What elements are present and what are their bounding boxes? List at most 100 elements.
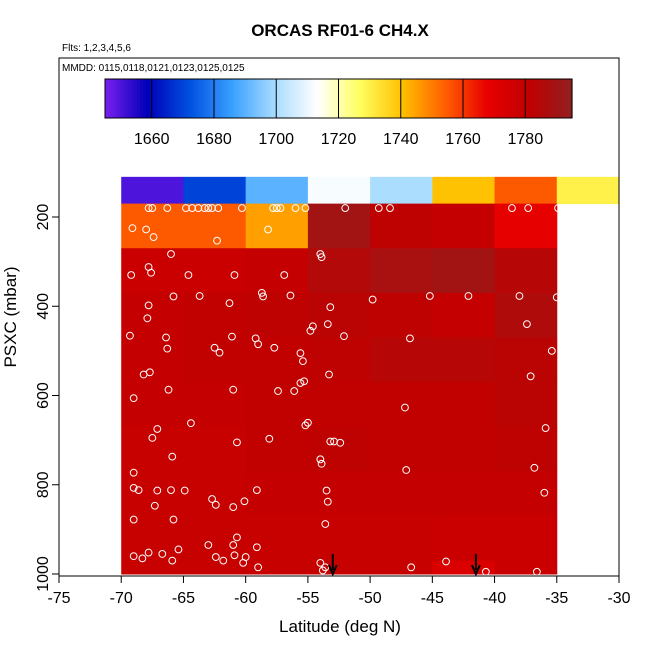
colorbar-segment bbox=[175, 79, 179, 118]
heatmap-cell bbox=[494, 426, 558, 472]
sample-point bbox=[323, 497, 332, 506]
heatmap-cell bbox=[307, 382, 371, 428]
sample-point bbox=[286, 291, 295, 300]
sample-point bbox=[341, 204, 350, 212]
sample-point bbox=[300, 377, 309, 386]
heatmap-cell bbox=[183, 292, 247, 338]
sample-point bbox=[523, 320, 531, 329]
heatmap-cell bbox=[494, 471, 558, 517]
colorbar-segment bbox=[545, 79, 550, 118]
heatmap-cell bbox=[307, 292, 371, 338]
sample-point bbox=[532, 567, 541, 576]
surface-arrows bbox=[327, 553, 481, 577]
heatmap-cell bbox=[183, 471, 247, 517]
colorbar-tick-label: 1760 bbox=[445, 131, 481, 148]
colorbar-segment bbox=[294, 79, 299, 118]
sample-point bbox=[301, 204, 310, 212]
x-tick-label: -50 bbox=[359, 590, 382, 607]
sample-point bbox=[129, 394, 138, 403]
heatmap-cell bbox=[121, 382, 184, 428]
colorbar-segment bbox=[119, 79, 124, 118]
heatmap-cells bbox=[121, 176, 620, 575]
sample-point bbox=[200, 204, 209, 212]
sample-point bbox=[229, 503, 238, 511]
heatmap-cell bbox=[556, 176, 620, 205]
sample-point bbox=[270, 343, 279, 352]
heatmap-cell bbox=[245, 382, 309, 428]
y-tick-label: 1000 bbox=[35, 556, 52, 592]
sample-point bbox=[129, 468, 138, 477]
colorbar-segment bbox=[554, 79, 559, 118]
sample-point bbox=[233, 438, 241, 447]
colorbar-segment bbox=[402, 79, 407, 118]
heatmap-cell bbox=[245, 176, 309, 205]
colorbar-segment bbox=[145, 79, 150, 118]
colorbar-segment bbox=[411, 79, 415, 118]
sample-point bbox=[386, 204, 394, 212]
colorbar-segment bbox=[507, 79, 512, 118]
sample-point bbox=[402, 466, 411, 474]
sample-point bbox=[148, 433, 157, 442]
y-tick-label: 400 bbox=[35, 293, 52, 320]
colorbar-segment bbox=[542, 79, 547, 118]
heatmap-cell bbox=[370, 248, 433, 294]
sample-point bbox=[291, 204, 300, 212]
colorbar-segment bbox=[233, 79, 237, 118]
colorbar-segment bbox=[148, 79, 153, 118]
colorbar-segment bbox=[504, 79, 509, 118]
colorbar-segment bbox=[183, 79, 188, 118]
heatmap-cell bbox=[121, 471, 184, 517]
colorbar-segment bbox=[370, 79, 375, 118]
sample-point bbox=[530, 463, 539, 472]
colorbar-segment bbox=[469, 79, 474, 118]
sample-point bbox=[308, 322, 317, 331]
sample-point bbox=[163, 204, 172, 212]
heatmap-cell bbox=[245, 426, 309, 472]
colorbar-segment bbox=[338, 79, 343, 118]
heatmap-cell bbox=[432, 176, 496, 205]
colorbar-segment bbox=[177, 79, 182, 118]
colorbar-segment bbox=[151, 79, 156, 118]
sample-point bbox=[306, 326, 315, 335]
colorbar-segment bbox=[528, 79, 532, 118]
x-tick-label: -70 bbox=[110, 590, 133, 607]
sample-point bbox=[238, 204, 246, 212]
sample-point bbox=[211, 500, 220, 509]
sample-point bbox=[406, 334, 414, 343]
colorbar-segment bbox=[163, 79, 167, 118]
sample-point bbox=[208, 495, 216, 503]
sample-point bbox=[169, 515, 178, 524]
colorbar-segment bbox=[499, 79, 503, 118]
x-tick-label: -35 bbox=[545, 590, 568, 607]
colorbar-segment bbox=[288, 79, 293, 118]
heatmap-cell bbox=[370, 471, 433, 517]
sample-point bbox=[547, 346, 556, 355]
sample-point bbox=[326, 437, 335, 446]
heatmap-cell bbox=[183, 248, 247, 294]
colorbar-segment bbox=[522, 79, 526, 118]
sample-point bbox=[254, 563, 263, 572]
colorbar-segment bbox=[569, 79, 573, 118]
sample-point bbox=[169, 292, 178, 301]
colorbar-segment bbox=[280, 79, 284, 118]
sample-point bbox=[174, 545, 183, 554]
colorbar-segment bbox=[326, 79, 331, 118]
heatmap-cell bbox=[183, 560, 247, 575]
sample-point bbox=[153, 486, 162, 495]
colorbar-tick-label: 1740 bbox=[383, 131, 419, 148]
sample-point bbox=[153, 425, 162, 433]
colorbar-segment bbox=[315, 79, 319, 118]
colorbar-segment bbox=[353, 79, 357, 118]
heatmap-cell bbox=[432, 337, 496, 383]
sample-point bbox=[321, 520, 330, 528]
heatmap-cell bbox=[494, 382, 558, 428]
sample-point bbox=[180, 486, 189, 495]
colorbar-segment bbox=[250, 79, 255, 118]
colorbar-segment bbox=[464, 79, 468, 118]
colorbar-segment bbox=[300, 79, 305, 118]
sample-point bbox=[129, 515, 138, 524]
x-tick-label: -60 bbox=[234, 590, 257, 607]
heatmap-cell bbox=[432, 248, 496, 294]
sample-point bbox=[323, 320, 332, 329]
colorbar-segment bbox=[128, 79, 132, 118]
